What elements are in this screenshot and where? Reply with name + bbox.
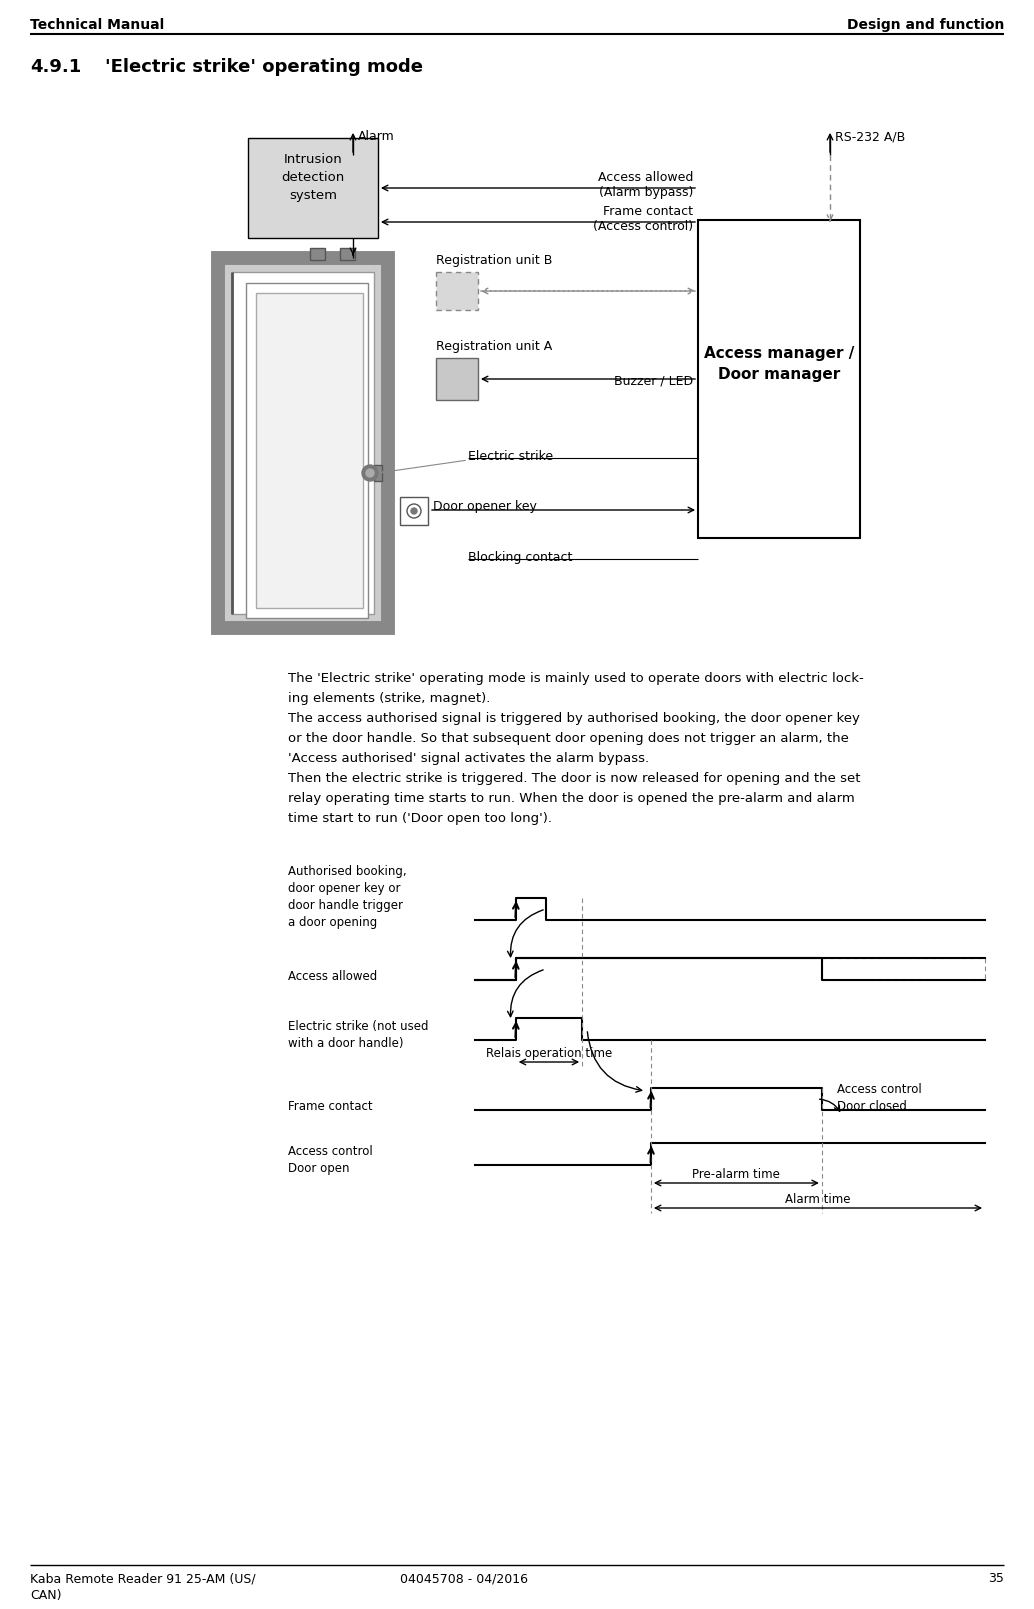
- Text: Frame contact: Frame contact: [603, 204, 693, 217]
- Text: Design and function: Design and function: [847, 18, 1004, 32]
- Text: or the door handle. So that subsequent door opening does not trigger an alarm, t: or the door handle. So that subsequent d…: [288, 732, 849, 745]
- Text: The access authorised signal is triggered by authorised booking, the door opener: The access authorised signal is triggere…: [288, 713, 860, 726]
- Text: Authorised booking,
door opener key or
door handle trigger
a door opening: Authorised booking, door opener key or d…: [288, 866, 406, 928]
- Bar: [374, 465, 382, 481]
- Text: Registration unit B: Registration unit B: [436, 254, 552, 267]
- Text: (Alarm bypass): (Alarm bypass): [599, 187, 693, 200]
- Text: 'Access authorised' signal activates the alarm bypass.: 'Access authorised' signal activates the…: [288, 751, 649, 764]
- Text: Registration unit A: Registration unit A: [436, 339, 552, 352]
- Text: Access allowed: Access allowed: [598, 171, 693, 183]
- Text: Access control
Door closed: Access control Door closed: [837, 1083, 921, 1113]
- Text: Access manager /
Door manager: Access manager / Door manager: [704, 346, 854, 381]
- Text: Frame contact: Frame contact: [288, 1101, 372, 1113]
- Text: relay operating time starts to run. When the door is opened the pre-alarm and al: relay operating time starts to run. When…: [288, 792, 855, 804]
- Bar: [822, 957, 985, 980]
- Text: time start to run ('Door open too long').: time start to run ('Door open too long')…: [288, 813, 552, 825]
- Text: Electric strike (not used
with a door handle): Electric strike (not used with a door ha…: [288, 1020, 428, 1051]
- Polygon shape: [256, 293, 363, 608]
- Text: Technical Manual: Technical Manual: [30, 18, 164, 32]
- Text: Door opener key: Door opener key: [433, 500, 537, 513]
- Bar: [436, 357, 478, 401]
- Bar: [248, 138, 378, 238]
- Bar: [400, 497, 428, 525]
- Text: ing elements (strike, magnet).: ing elements (strike, magnet).: [288, 692, 490, 705]
- Text: Then the electric strike is triggered. The door is now released for opening and : Then the electric strike is triggered. T…: [288, 772, 860, 785]
- Text: Alarm time: Alarm time: [785, 1192, 851, 1207]
- Text: 35: 35: [989, 1572, 1004, 1585]
- Bar: [698, 220, 860, 537]
- Polygon shape: [246, 283, 368, 618]
- Text: 04045708 - 04/2016: 04045708 - 04/2016: [400, 1572, 528, 1585]
- Text: Buzzer / LED: Buzzer / LED: [614, 373, 693, 388]
- Text: Access control
Door open: Access control Door open: [288, 1146, 372, 1175]
- Text: 'Electric strike' operating mode: 'Electric strike' operating mode: [105, 58, 423, 76]
- Text: Intrusion
detection
system: Intrusion detection system: [281, 153, 344, 203]
- Text: RS-232 A/B: RS-232 A/B: [835, 130, 905, 143]
- Text: (Access control): (Access control): [592, 220, 693, 233]
- Bar: [232, 272, 374, 615]
- Text: Relais operation time: Relais operation time: [486, 1047, 612, 1060]
- Text: 4.9.1: 4.9.1: [30, 58, 82, 76]
- Circle shape: [410, 508, 417, 513]
- Bar: [310, 248, 325, 261]
- Text: Electric strike: Electric strike: [468, 451, 553, 463]
- Text: Alarm: Alarm: [358, 130, 395, 143]
- Text: Blocking contact: Blocking contact: [468, 550, 573, 565]
- Bar: [340, 248, 355, 261]
- Circle shape: [407, 504, 421, 518]
- Text: Kaba Remote Reader 91 25-AM (US/
CAN): Kaba Remote Reader 91 25-AM (US/ CAN): [30, 1572, 255, 1603]
- Bar: [436, 272, 478, 311]
- Circle shape: [366, 468, 374, 476]
- Bar: [218, 257, 388, 628]
- Circle shape: [362, 465, 378, 481]
- Text: The 'Electric strike' operating mode is mainly used to operate doors with electr: The 'Electric strike' operating mode is …: [288, 673, 863, 685]
- Text: Access allowed: Access allowed: [288, 970, 377, 983]
- Text: Pre-alarm time: Pre-alarm time: [693, 1168, 781, 1181]
